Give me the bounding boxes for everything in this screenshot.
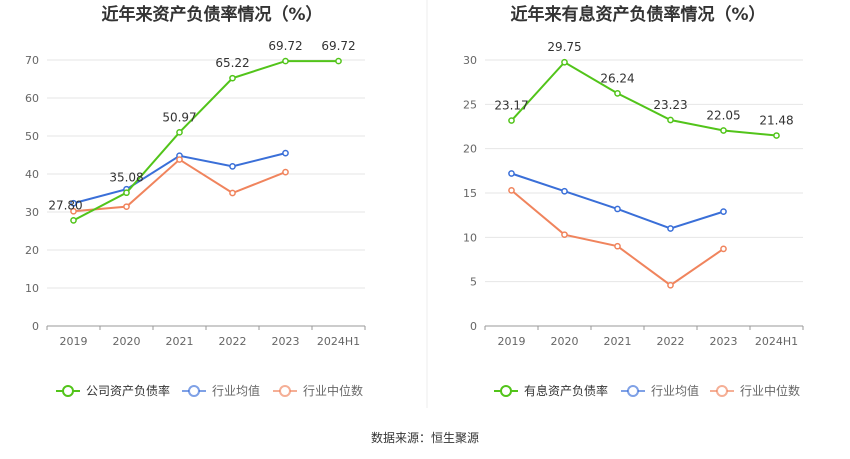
- legend-swatch-marker: [188, 385, 200, 397]
- data-point: [508, 117, 515, 124]
- chart-title: 近年来有息资产负债率情况（%）: [510, 4, 765, 25]
- data-point: [508, 186, 515, 194]
- data-point: [123, 189, 130, 197]
- y-tick-label: 10: [25, 282, 39, 295]
- data-point: [229, 163, 236, 170]
- data-point: [720, 208, 727, 215]
- legend-label: 行业中位数: [303, 383, 363, 398]
- legend-swatch-marker: [627, 385, 639, 397]
- data-point: [70, 207, 77, 215]
- data-point: [561, 58, 568, 66]
- x-tick-label: 2021: [166, 335, 194, 348]
- data-point: [508, 170, 515, 177]
- data-point: [667, 281, 674, 289]
- series-line-main: [73, 60, 339, 222]
- series-line-industry-mean: [511, 172, 724, 230]
- data-point: [614, 89, 621, 97]
- data-point: [720, 245, 727, 253]
- data-point: [561, 231, 568, 239]
- data-label: 29.75: [547, 40, 581, 54]
- y-tick-label: 20: [463, 143, 477, 156]
- x-tick-label: 2024H1: [317, 335, 360, 348]
- y-tick-label: 5: [470, 276, 477, 289]
- data-label: 35.08: [109, 171, 143, 185]
- data-label: 69.72: [268, 39, 302, 53]
- data-point: [176, 128, 183, 136]
- data-point: [70, 199, 77, 207]
- y-tick-label: 0: [32, 320, 39, 333]
- legend-swatch-marker: [279, 385, 291, 397]
- data-point: [335, 57, 342, 65]
- x-tick-label: 2020: [551, 335, 579, 348]
- data-label: 27.80: [48, 198, 82, 212]
- debt-ratio-chart: 近年来资产负债率情况（%） 0 10 20 30 40 50 60 70 2019 2020 2021…: [25, 4, 366, 398]
- y-tick-label: 30: [463, 54, 477, 67]
- y-tick-label: 20: [25, 244, 39, 257]
- data-point: [720, 127, 727, 134]
- data-label: 50.97: [162, 110, 196, 124]
- x-tick-label: 2020: [113, 335, 141, 348]
- data-point: [667, 116, 674, 124]
- data-label: 65.22: [215, 56, 249, 70]
- data-label: 21.48: [759, 114, 793, 128]
- series-line-main: [510, 60, 777, 137]
- legend-label: 公司资产负债率: [86, 383, 170, 398]
- y-tick-label: 70: [25, 54, 39, 67]
- legend-swatch-marker: [62, 385, 74, 397]
- y-tick-label: 30: [25, 206, 39, 219]
- data-point: [176, 156, 183, 163]
- interest-debt-ratio-chart: 近年来有息资产负债率情况（%） 0 5 10 15 20 25 30 2019 2020 2021 2…: [463, 4, 804, 398]
- data-point: [614, 205, 621, 213]
- legend-swatch-marker: [500, 385, 512, 397]
- legend-label: 行业均值: [651, 383, 699, 398]
- legend-label: 行业均值: [212, 383, 260, 398]
- data-point: [773, 132, 780, 139]
- y-tick-label: 40: [25, 168, 39, 181]
- x-tick-label: 2019: [60, 335, 88, 348]
- legend-label: 有息资产负债率: [524, 383, 608, 398]
- data-point: [561, 187, 568, 195]
- x-tick-label: 2021: [604, 335, 632, 348]
- data-point: [614, 242, 621, 250]
- data-point: [282, 57, 289, 65]
- data-point: [70, 217, 77, 224]
- y-tick-label: 60: [25, 92, 39, 105]
- y-tick-label: 10: [463, 231, 477, 244]
- legend-swatch-marker: [716, 385, 728, 397]
- data-source: 数据来源：恒生聚源: [371, 430, 479, 445]
- chart-title: 近年来资产负债率情况（%）: [101, 4, 322, 25]
- data-label: 26.24: [600, 71, 634, 85]
- legend-label: 行业中位数: [740, 383, 800, 398]
- y-tick-label: 50: [25, 130, 39, 143]
- data-point: [282, 149, 289, 157]
- data-label: 23.17: [494, 99, 528, 113]
- data-label: 23.23: [653, 98, 687, 112]
- y-tick-label: 25: [463, 98, 477, 111]
- data-point: [229, 74, 236, 82]
- x-tick-label: 2019: [498, 335, 526, 348]
- data-point: [282, 168, 289, 176]
- data-point: [667, 225, 674, 232]
- x-tick-label: 2022: [657, 335, 685, 348]
- x-tick-label: 2022: [219, 335, 247, 348]
- x-tick-label: 2023: [710, 335, 738, 348]
- data-label: 22.05: [706, 108, 740, 122]
- data-point: [229, 189, 236, 197]
- data-point: [123, 203, 130, 211]
- x-tick-label: 2024H1: [755, 335, 798, 348]
- x-tick-label: 2023: [272, 335, 300, 348]
- y-tick-label: 0: [470, 320, 477, 333]
- data-label: 69.72: [321, 39, 355, 53]
- y-tick-label: 15: [463, 187, 477, 200]
